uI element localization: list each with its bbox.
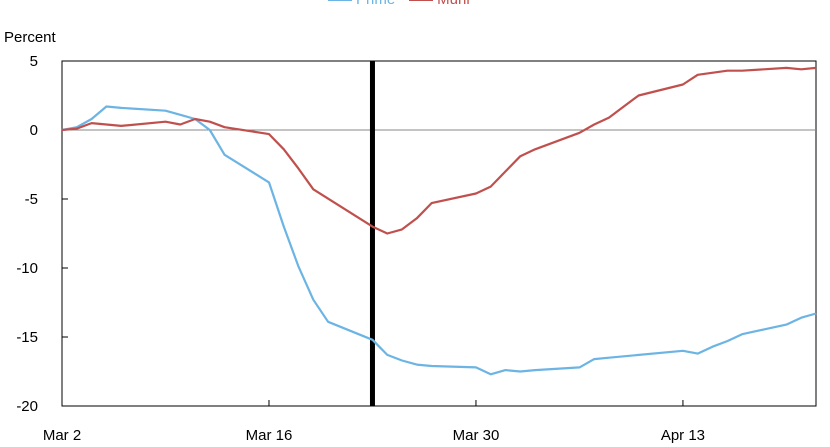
x-tick-label: Mar 2: [43, 427, 81, 444]
x-tick-label: Mar 16: [246, 427, 293, 444]
y-tick-label: 0: [30, 122, 38, 139]
series-line-muni: [61, 66, 817, 235]
y-tick-label: -15: [16, 329, 38, 346]
chart-legend: Prime Muni: [328, 0, 470, 8]
legend-item-muni: Muni: [409, 0, 470, 8]
y-tick-label: -5: [25, 191, 38, 208]
x-tick-label: Mar 30: [453, 427, 500, 444]
plot-frame: [61, 60, 817, 407]
x-tick-label: Apr 13: [661, 427, 705, 444]
legend-swatch-prime: [328, 0, 352, 1]
y-axis-label: Percent: [4, 29, 56, 46]
y-tick-label: -10: [16, 260, 38, 277]
legend-item-prime: Prime: [328, 0, 395, 8]
legend-label-muni: Muni: [437, 0, 470, 8]
legend-label-prime: Prime: [356, 0, 395, 8]
y-tick-label: 5: [30, 53, 38, 70]
series-line-prime: [61, 105, 817, 376]
legend-swatch-muni: [409, 0, 434, 1]
y-tick-label: -20: [16, 398, 38, 415]
